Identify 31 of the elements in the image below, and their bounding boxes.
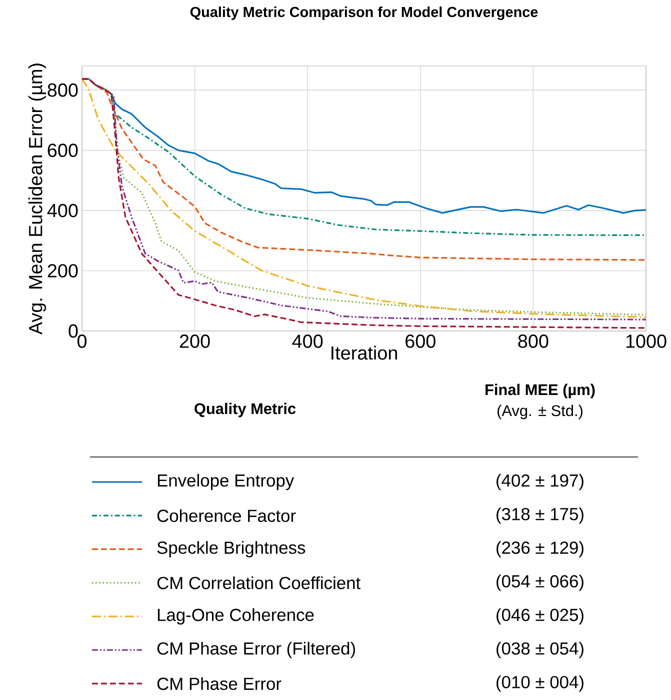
text: (Avg. ± Std.)	[498, 404, 582, 420]
y-tick-label: 400	[47, 204, 78, 218]
x-tick-label: 200	[180, 334, 210, 348]
x-axis-title: Iteration	[332, 346, 397, 360]
legend-title: Quality Metric	[194, 402, 296, 418]
text: (038 ± 054)	[496, 642, 584, 658]
x-tick-label: 800	[518, 334, 548, 348]
text: (402 ± 197)	[496, 474, 584, 490]
x-tick-label: 0	[77, 334, 87, 348]
y-tick-label: 0	[68, 324, 78, 338]
legend-label: CM Correlation Coefficient	[157, 576, 360, 590]
y-tick-label: 200	[48, 264, 78, 278]
text: (010 ± 004)	[496, 675, 584, 692]
text: (046 ± 025)	[496, 608, 584, 625]
y-tick-label: 600	[48, 144, 78, 158]
text: (236 ± 129)	[496, 541, 584, 558]
text: (318 ± 175)	[496, 507, 584, 524]
y-axis-title: Avg. Mean Euclidean Error (µm)	[28, 64, 46, 335]
text: (054 ± 066)	[496, 574, 584, 591]
x-tick-label: 400	[292, 334, 323, 348]
x-tick-label: 600	[406, 334, 436, 348]
legend-label: CM Phase Error	[157, 677, 282, 690]
legend-label: Lag-One Coherence	[158, 608, 314, 625]
x-tick-label: 1000	[626, 334, 666, 348]
chart-title: Quality Metric Comparison for Model Convergence	[190, 6, 538, 20]
legend-label: Speckle Brightness	[157, 541, 306, 558]
legend-label: Envelope Entropy	[158, 474, 294, 490]
legend-label: Coherence Factor	[157, 509, 296, 522]
y-tick-label: 800	[48, 83, 78, 97]
legend-label: CM Phase Error (Filtered)	[157, 642, 355, 658]
text: Final MEE (µm)	[486, 384, 595, 398]
